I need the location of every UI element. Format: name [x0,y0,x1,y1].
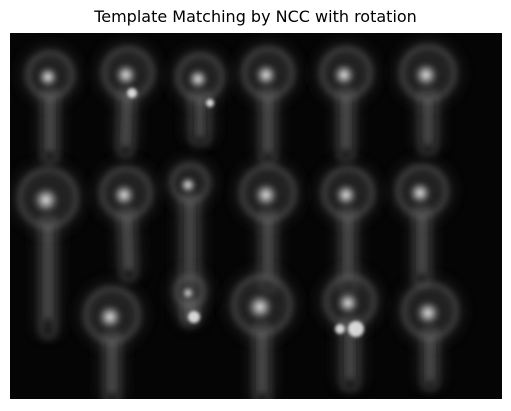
bright-spot [188,311,200,323]
key-blob [98,42,158,158]
figure-title: Template Matching by NCC with rotation [94,7,417,26]
key-blob [236,161,300,293]
key-blob [228,271,296,399]
key-blob [316,43,376,162]
key-blob [80,283,144,399]
key-blob [318,163,378,296]
key-blob [398,279,462,391]
key-blob [22,47,78,164]
key-blob [320,271,380,392]
key-blob [238,43,298,166]
ncc-response-image [10,33,502,399]
bright-spot [348,321,364,337]
key-blob [396,41,460,155]
bright-spot [335,324,345,334]
bright-spot [206,99,214,107]
key-blob [96,163,156,282]
key-blob [392,161,452,288]
ncc-response-svg [10,33,502,399]
key-blob [14,164,82,340]
key-blob [170,271,210,323]
bright-spot [127,88,137,98]
